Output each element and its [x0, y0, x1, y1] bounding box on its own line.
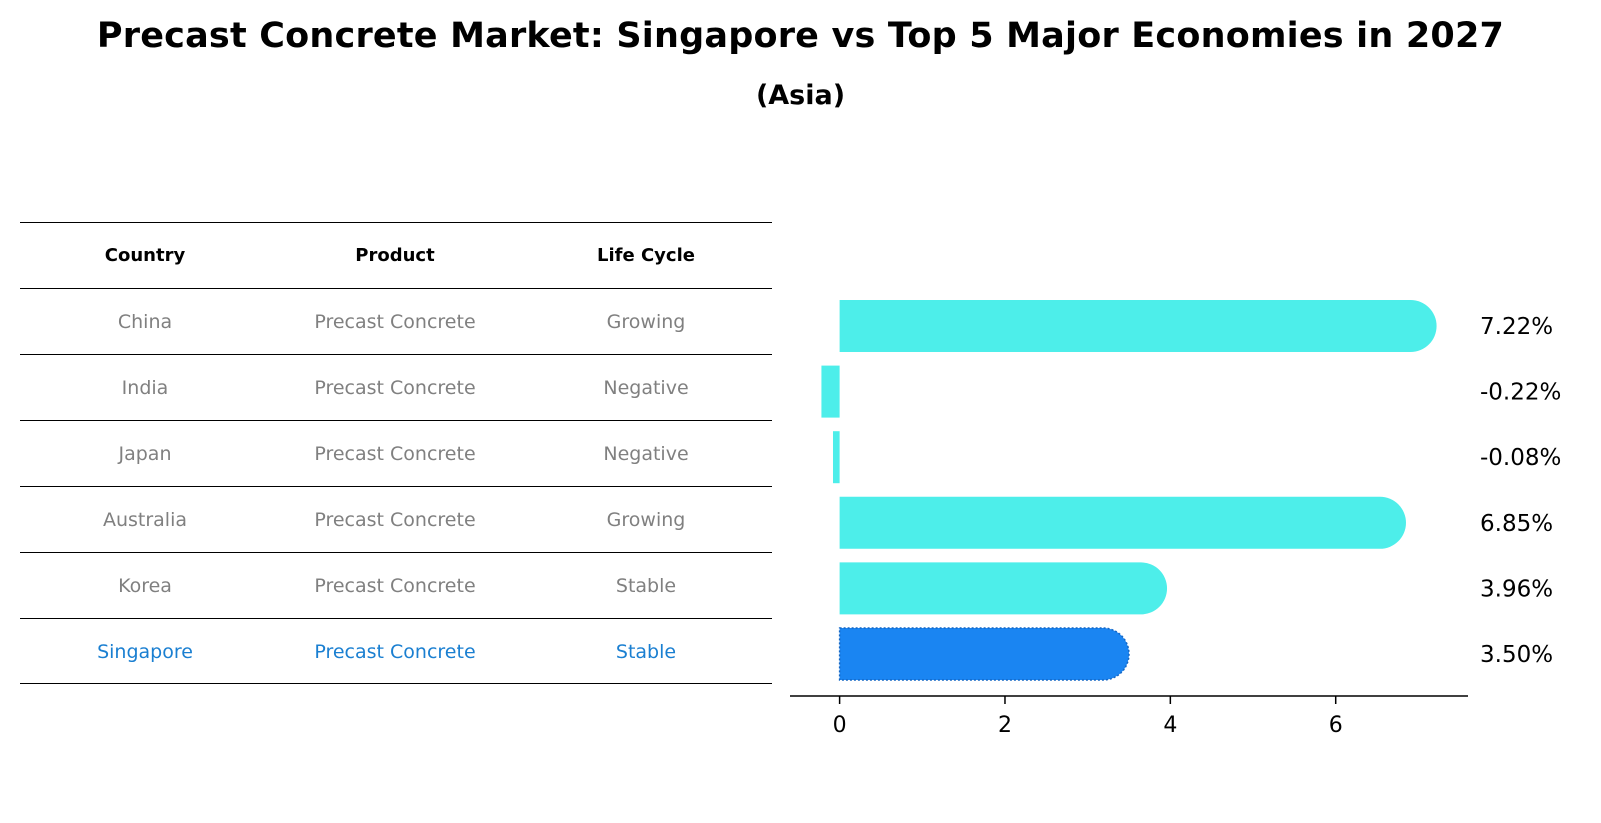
table-row: India Precast Concrete Negative [20, 354, 772, 420]
value-label: 3.96% [1480, 576, 1553, 602]
chart-subtitle: (Asia) [755, 80, 846, 111]
header-product: Product [355, 245, 435, 266]
country-cell: India [121, 377, 169, 399]
table-row-highlighted: Singapore Precast Concrete Stable [20, 618, 772, 684]
product-cell: Precast Concrete [314, 509, 476, 531]
life-cycle-cell: Negative [603, 377, 689, 399]
table-row: Japan Precast Concrete Negative [20, 420, 772, 486]
value-label: 7.22% [1480, 314, 1553, 340]
life-cycle-cell: Growing [606, 311, 686, 333]
header-country: Country [104, 245, 186, 266]
x-tick-label: 6 [1329, 713, 1343, 738]
country-cell: Australia [102, 509, 188, 531]
life-cycle-cell: Negative [603, 443, 689, 465]
product-cell: Precast Concrete [314, 641, 476, 663]
bar-singapore [838, 627, 1130, 681]
table-row: China Precast Concrete Growing [20, 288, 772, 354]
country-cell: China [117, 311, 173, 333]
value-label: -0.08% [1480, 445, 1561, 471]
life-cycle-cell: Stable [615, 641, 677, 663]
header-life-cycle: Life Cycle [597, 245, 695, 266]
country-cell: Korea [118, 575, 172, 597]
table-header-row: Country Product Life Cycle [20, 222, 772, 288]
value-label: 3.50% [1480, 642, 1553, 668]
product-cell: Precast Concrete [314, 575, 476, 597]
x-tick-label: 0 [833, 713, 847, 738]
chart-title: Precast Concrete Market: Singapore vs To… [96, 16, 1505, 56]
life-cycle-cell: Stable [615, 575, 677, 597]
country-table: Country Product Life Cycle China Precast… [20, 222, 772, 684]
x-tick-label: 4 [1163, 713, 1177, 738]
bar-india [821, 365, 840, 418]
product-cell: Precast Concrete [314, 311, 476, 333]
country-cell: Singapore [97, 641, 193, 663]
value-label: -0.22% [1480, 380, 1561, 406]
bar-china [839, 300, 1437, 352]
product-cell: Precast Concrete [314, 443, 476, 465]
bar-korea [839, 562, 1168, 615]
table-row: Korea Precast Concrete Stable [20, 552, 772, 618]
table-row: Australia Precast Concrete Growing [20, 486, 772, 552]
product-cell: Precast Concrete [314, 377, 476, 399]
value-label: 6.85% [1480, 511, 1553, 537]
bar-australia [839, 496, 1406, 549]
bar-japan [832, 431, 840, 484]
x-tick-label: 2 [998, 713, 1012, 738]
life-cycle-cell: Growing [606, 509, 686, 531]
country-cell: Japan [118, 443, 172, 465]
